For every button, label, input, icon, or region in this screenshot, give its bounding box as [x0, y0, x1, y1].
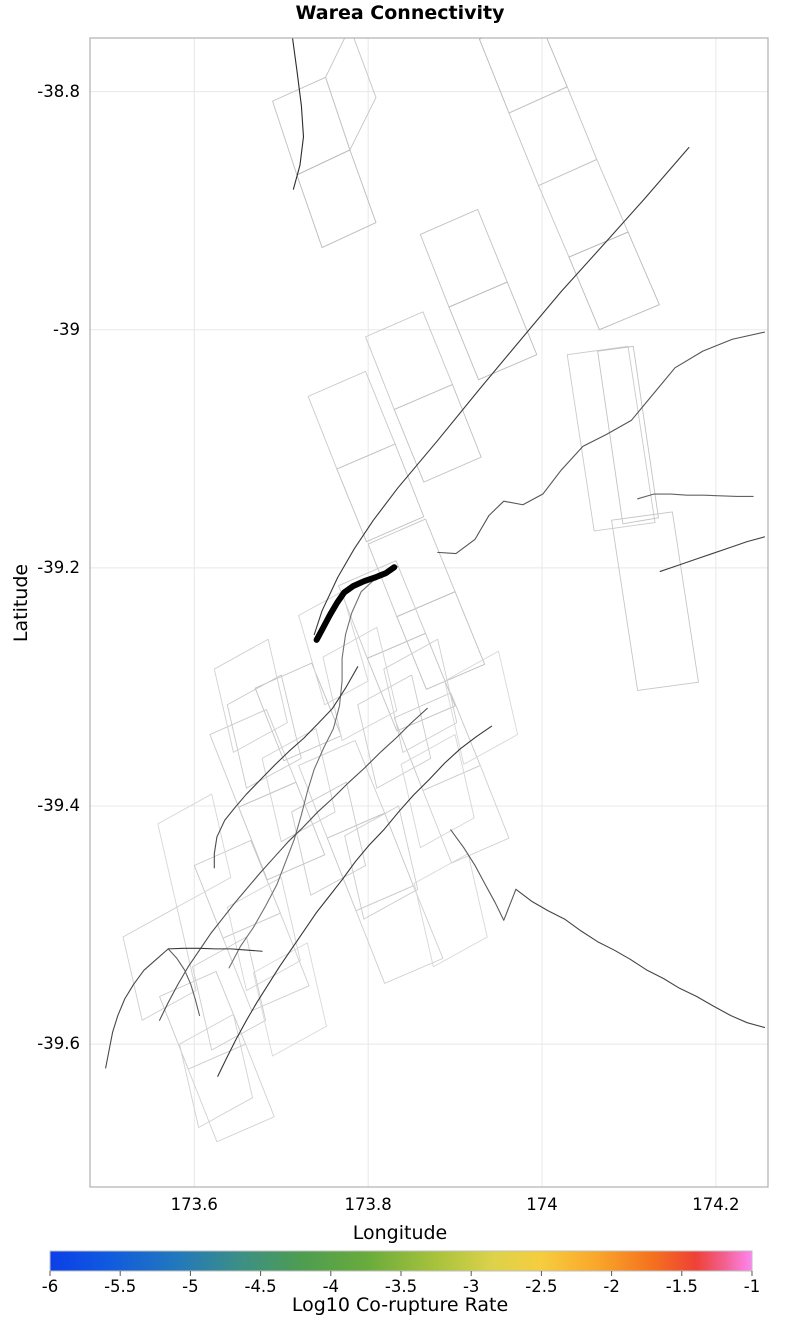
rupture-patch-outline — [444, 650, 519, 765]
gridlines — [90, 38, 768, 1187]
colorbar-tick-label: -2.5 — [525, 1277, 558, 1296]
rupture-patch-outline — [226, 876, 301, 991]
rupture-patch-outline — [344, 805, 419, 920]
plot-border — [89, 37, 769, 1188]
colorbar-tick-label: -2 — [603, 1277, 620, 1296]
colorbar-tick-label: -5.5 — [104, 1277, 137, 1296]
rupture-patch-outline — [422, 765, 510, 864]
colorbar-tick-label: -1.5 — [665, 1277, 698, 1296]
rupture-patch-outline — [413, 853, 488, 968]
rupture-patch-outline — [448, 281, 538, 381]
fault-trace — [637, 493, 754, 500]
y-tick-label: -39.6 — [37, 1034, 80, 1054]
fault-trace — [228, 566, 399, 969]
rupture-patch-outline — [192, 936, 267, 1051]
rupture-patch-outline — [179, 1013, 253, 1128]
colorbar-tick-label: -3 — [462, 1277, 480, 1296]
colorbar-label: Log10 Co-rupture Rate — [291, 1294, 509, 1316]
colorbar-gradient-bar[interactable] — [49, 1250, 753, 1272]
x-tick-label: 174 — [526, 1195, 558, 1214]
rupture-patch-outline — [393, 384, 482, 483]
colorbar-tick-label: -4.5 — [244, 1277, 277, 1296]
rupture-patch-outline — [396, 591, 486, 690]
rupture-patches — [122, 38, 699, 1143]
colorbar-tick-label: -4 — [322, 1277, 340, 1296]
rupture-patch-outline — [226, 674, 302, 789]
page-title: Warea Connectivity — [295, 2, 505, 24]
fault-trace — [213, 793, 248, 869]
x-tick-label: 173.6 — [170, 1195, 218, 1214]
fault-trace — [291, 38, 305, 190]
fault-trace — [167, 947, 263, 952]
colorbar-ticks — [49, 1271, 753, 1276]
fault-traces — [105, 38, 766, 1077]
rupture-patch-outline — [261, 728, 336, 843]
rupture-patch-outline — [325, 38, 377, 151]
y-tick-label: -39 — [53, 319, 80, 339]
rupture-patch-outline — [213, 638, 288, 753]
rupture-patch-outline — [611, 511, 699, 691]
colorbar-tick-label: -6 — [41, 1277, 59, 1296]
fault-trace — [437, 331, 766, 555]
rupture-patch-outline — [296, 149, 377, 249]
colorbar-tick-label: -3.5 — [384, 1277, 418, 1296]
rupture-patch-outline — [238, 781, 326, 881]
rupture-patch-outline — [187, 1043, 275, 1143]
fault-trace — [313, 146, 690, 636]
rupture-patch-outline — [357, 674, 432, 789]
rupture-patch-outline — [222, 912, 310, 1012]
y-tick-label: -39.4 — [37, 795, 80, 815]
rupture-patch-outline — [597, 345, 659, 525]
x-tick-label: 174.2 — [692, 1195, 740, 1214]
x-axis-label: Longitude — [352, 1222, 448, 1244]
rupture-patch-outline — [566, 345, 656, 532]
rupture-patch-outline — [291, 781, 366, 896]
rupture-patch-outline — [383, 638, 458, 753]
rupture-patch-outline — [322, 626, 398, 741]
rupture-patch-outline — [336, 443, 425, 543]
y-tick-label: -38.8 — [37, 81, 80, 101]
plot-background — [90, 38, 768, 1187]
fault-trace — [450, 829, 517, 921]
rupture-patch-outline — [400, 734, 475, 849]
fault-trace — [217, 725, 493, 1077]
map-content — [105, 38, 766, 1143]
fault-trace — [245, 666, 359, 795]
rupture-patch-outline — [122, 906, 197, 1021]
fault-trace — [105, 948, 169, 1069]
rupture-patch-outline — [252, 942, 327, 1057]
rupture-patch-outline — [366, 632, 456, 732]
highlighted-fault-warea — [313, 564, 398, 643]
rupture-patch-outline — [298, 591, 369, 706]
fault-trace — [158, 707, 428, 1021]
rupture-patch-outline — [355, 885, 444, 984]
y-tick-label: -39.2 — [37, 557, 80, 577]
colorbar-tick-label: -1 — [743, 1277, 761, 1296]
rupture-patch-outline — [568, 231, 660, 331]
colorbar-tick-label: -5 — [182, 1277, 199, 1296]
x-tick-label: 173.8 — [344, 1195, 392, 1214]
fault-trace — [167, 948, 201, 1017]
fault-trace — [659, 536, 766, 572]
fault-trace — [515, 888, 766, 1028]
